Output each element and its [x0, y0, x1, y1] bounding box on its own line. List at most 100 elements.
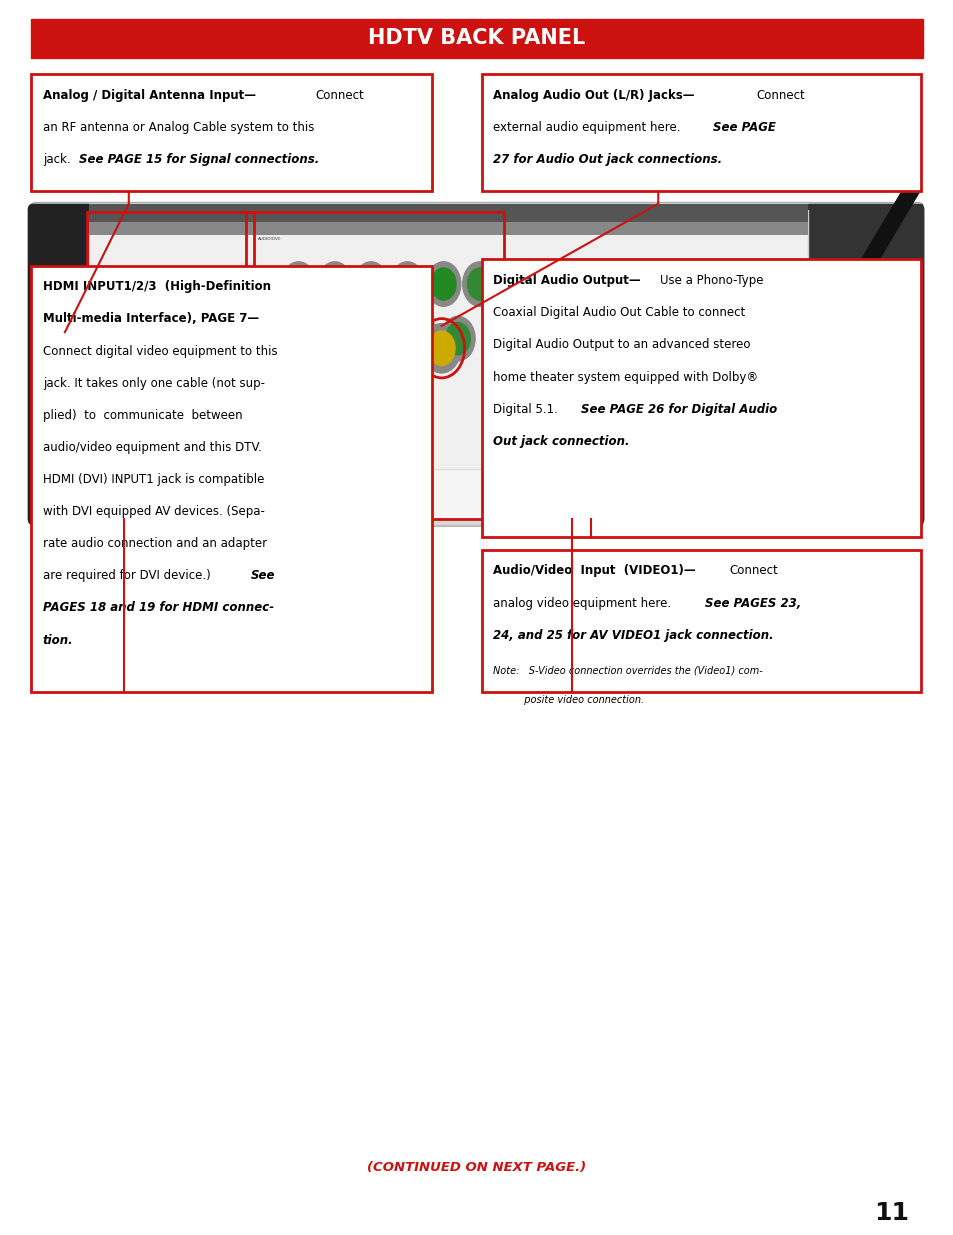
Text: Coaxial Digital Audio Out Cable to connect: Coaxial Digital Audio Out Cable to conne…: [493, 306, 744, 320]
Text: Connect digital video equipment to this: Connect digital video equipment to this: [43, 345, 277, 358]
Text: AUDIO(DVI): AUDIO(DVI): [258, 237, 281, 241]
Text: plied)  to  communicate  between: plied) to communicate between: [43, 409, 242, 422]
Circle shape: [281, 383, 312, 422]
Text: Multi-media Interface), PAGE 7—: Multi-media Interface), PAGE 7—: [43, 312, 259, 326]
Bar: [89, 204, 807, 222]
Circle shape: [373, 322, 397, 354]
Circle shape: [404, 316, 438, 361]
Text: jack. It takes only one cable (not sup-: jack. It takes only one cable (not sup-: [43, 377, 265, 390]
Bar: [31, 204, 922, 525]
Text: (CONTINUED ON NEXT PAGE.): (CONTINUED ON NEXT PAGE.): [367, 1161, 586, 1173]
Circle shape: [409, 322, 434, 354]
Circle shape: [358, 389, 379, 416]
Circle shape: [300, 322, 325, 354]
Circle shape: [354, 383, 384, 422]
Text: See PAGE 26 for Digital Audio: See PAGE 26 for Digital Audio: [580, 403, 777, 416]
Bar: [31, 74, 432, 191]
Text: jack.: jack.: [43, 153, 78, 167]
Circle shape: [245, 383, 275, 422]
Text: PAGES 18 and 19 for HDMI connec-: PAGES 18 and 19 for HDMI connec-: [43, 601, 274, 615]
Circle shape: [317, 262, 352, 306]
Circle shape: [332, 316, 366, 361]
Bar: [31, 204, 89, 525]
Circle shape: [60, 342, 70, 354]
Text: See PAGES 23,: See PAGES 23,: [704, 597, 801, 610]
Text: analog video equipment here.: analog video equipment here.: [493, 597, 679, 610]
Text: HDMI
(DVI)
INPUT
1: HDMI (DVI) INPUT 1: [220, 457, 233, 474]
Text: with DVI equipped AV devices. (Sepa-: with DVI equipped AV devices. (Sepa-: [43, 505, 265, 519]
Text: home theater system equipped with Dolby®: home theater system equipped with Dolby®: [493, 370, 758, 384]
Text: Out jack connection.: Out jack connection.: [493, 435, 629, 448]
Circle shape: [431, 268, 456, 300]
Text: Digital 5.1.: Digital 5.1.: [493, 403, 565, 416]
Bar: [89, 204, 807, 235]
Circle shape: [336, 322, 361, 354]
Bar: [481, 550, 920, 692]
Circle shape: [390, 262, 424, 306]
Circle shape: [462, 262, 497, 306]
Text: 27 for Audio Out jack connections.: 27 for Audio Out jack connections.: [493, 153, 721, 167]
FancyBboxPatch shape: [817, 278, 893, 451]
Text: posite video connection.: posite video connection.: [493, 695, 643, 705]
FancyBboxPatch shape: [133, 370, 164, 410]
Text: an RF antenna or Analog Cable system to this: an RF antenna or Analog Cable system to …: [43, 121, 314, 135]
Text: ANT: ANT: [58, 495, 71, 500]
Text: Analog Audio Out (L/R) Jacks—: Analog Audio Out (L/R) Jacks—: [493, 89, 694, 103]
Circle shape: [317, 383, 348, 422]
Text: Connect: Connect: [315, 89, 364, 103]
Text: Audio/Video  Input  (VIDEO1)—: Audio/Video Input (VIDEO1)—: [493, 564, 695, 578]
Text: tion.: tion.: [43, 634, 73, 647]
Bar: [87, 212, 253, 519]
Circle shape: [368, 316, 402, 361]
Circle shape: [322, 268, 347, 300]
Circle shape: [358, 268, 383, 300]
Text: Digital Audio Output to an advanced stereo: Digital Audio Output to an advanced ster…: [493, 338, 750, 352]
Text: HDTV BACK PANEL: HDTV BACK PANEL: [368, 28, 585, 48]
Circle shape: [422, 324, 460, 373]
FancyBboxPatch shape: [28, 204, 92, 525]
Circle shape: [295, 316, 330, 361]
Circle shape: [426, 262, 460, 306]
Text: HDI
INPU
2: HDI INPU 2: [144, 459, 153, 472]
Circle shape: [445, 322, 470, 354]
Circle shape: [250, 389, 271, 416]
Text: DIGITAL
AUDIO
OUTPUT: DIGITAL AUDIO OUTPUT: [603, 448, 622, 466]
Circle shape: [55, 336, 74, 361]
FancyBboxPatch shape: [97, 370, 128, 410]
Text: HDMI INPUT1/2/3  (High-Definition: HDMI INPUT1/2/3 (High-Definition: [43, 280, 271, 294]
Text: rate audio connection and an adapter: rate audio connection and an adapter: [43, 537, 267, 551]
Text: Note:   S-Video connection overrides the (Video1) com-: Note: S-Video connection overrides the (…: [493, 666, 762, 676]
FancyBboxPatch shape: [89, 210, 807, 519]
Text: external audio equipment here.: external audio equipment here.: [493, 121, 687, 135]
Bar: [807, 204, 922, 525]
Text: audio/video equipment and this DTV.: audio/video equipment and this DTV.: [43, 441, 261, 454]
Text: See PAGE 15 for Signal connections.: See PAGE 15 for Signal connections.: [79, 153, 319, 167]
Text: SERVICE: SERVICE: [726, 495, 747, 500]
Text: HDMI
INPUT
3: HDMI INPUT 3: [106, 459, 119, 472]
Text: Connect: Connect: [756, 89, 804, 103]
FancyBboxPatch shape: [804, 204, 923, 525]
Text: See: See: [251, 569, 275, 583]
Circle shape: [354, 262, 388, 306]
Bar: [246, 212, 503, 519]
Bar: [481, 259, 920, 537]
FancyBboxPatch shape: [30, 203, 923, 526]
Circle shape: [281, 262, 315, 306]
Circle shape: [467, 268, 492, 300]
Bar: [481, 74, 920, 191]
Circle shape: [322, 389, 343, 416]
Text: 11: 11: [874, 1200, 908, 1225]
Text: are required for DVI device.): are required for DVI device.): [43, 569, 218, 583]
Circle shape: [286, 268, 311, 300]
Circle shape: [44, 321, 86, 375]
Circle shape: [395, 268, 419, 300]
Circle shape: [286, 389, 307, 416]
Text: HDMI (DVI) INPUT1 jack is compatible: HDMI (DVI) INPUT1 jack is compatible: [43, 473, 264, 487]
Circle shape: [440, 316, 475, 361]
Text: See PAGE: See PAGE: [712, 121, 775, 135]
Text: Use a Phono-Type: Use a Phono-Type: [659, 274, 762, 288]
Bar: [89, 469, 807, 519]
Text: Digital Audio Output—: Digital Audio Output—: [493, 274, 640, 288]
Circle shape: [428, 331, 455, 366]
Text: AC IN 120V: AC IN 120V: [838, 495, 864, 500]
